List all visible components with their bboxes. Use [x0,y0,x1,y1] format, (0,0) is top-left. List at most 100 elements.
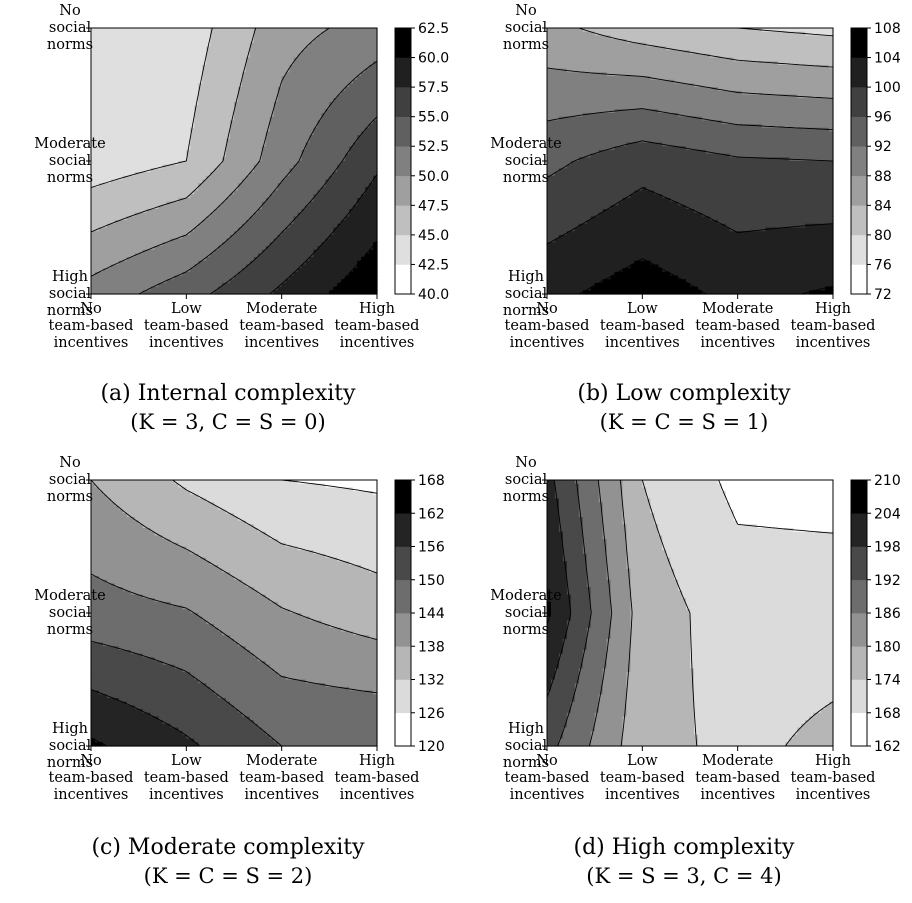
contour-cell [277,186,283,192]
contour-cell [345,31,350,36]
contour-cell [202,201,207,206]
contour-cell [245,61,251,66]
contour-cell [218,131,223,136]
contour-cell [98,164,104,169]
contour-cell [166,135,172,140]
contour-cell [257,253,263,258]
contour-cell [285,28,291,33]
contour-cell [162,157,168,162]
contour-cell [321,61,326,66]
contour-cell [269,28,275,33]
contour-cell [353,112,358,118]
contour-cell [301,257,307,262]
contour-cell [186,282,191,288]
contour-cell [277,234,283,240]
contour-cell [178,227,183,232]
contour-cell [190,161,195,166]
contour-cell [106,124,112,129]
contour-cell [345,64,350,70]
contour-cell [361,31,366,36]
contour-cell [333,205,338,210]
contour-cell [317,72,322,77]
contour-cell [146,268,152,273]
contour-cell [333,223,338,229]
contour-cell [329,209,334,214]
contour-cell [214,245,219,251]
contour-cell [230,157,235,162]
contour-cell [341,242,346,247]
contour-cell [110,87,116,92]
contour-cell [170,149,176,155]
contour-cell [162,212,168,218]
contour-cell [277,242,283,247]
contour-cell [357,46,362,51]
contour-cell [361,46,366,51]
contour-cell [126,35,132,40]
contour-cell [198,216,203,221]
contour-cell [182,271,187,277]
contour-cell [142,201,148,206]
contour-cell [277,168,283,173]
contour-cell [158,153,164,158]
contour-cell [126,268,132,273]
contour-cell [162,268,168,273]
contour-cell [154,216,160,221]
contour-cell [305,142,311,147]
contour-cell [106,242,112,247]
contour-cell [174,72,179,77]
contour-cell [305,83,311,88]
contour-cell [138,161,144,166]
contour-cell [333,197,338,203]
contour-cell [301,227,307,232]
contour-cell [202,72,207,77]
contour-cell [206,260,211,266]
contour-cell [369,183,374,188]
contour-cell [202,197,207,203]
contour-cell [198,135,203,140]
contour-cell [118,268,124,273]
contour-cell [214,131,219,136]
contour-cell [114,53,120,59]
contour-cell [365,253,370,258]
contour-cell [122,197,128,203]
contour-cell [122,57,128,62]
contour-cell [249,138,255,144]
contour-cell [170,87,176,92]
contour-cell [91,227,96,232]
contour-cell [349,42,354,48]
contour-cell [178,260,183,266]
contour-cell [253,68,259,73]
contour-cell [222,249,227,254]
contour-cell [190,164,195,169]
contour-cell [166,164,172,169]
contour-cell [257,83,263,88]
contour-cell [110,220,116,225]
contour-cell [202,183,207,188]
contour-cell [126,186,132,192]
contour-cell [170,53,176,59]
contour-cell [182,264,187,269]
contour-cell [198,168,203,173]
contour-cell [325,253,330,258]
contour-cell [230,42,235,48]
contour-cell [237,242,243,247]
contour-cell [257,209,263,214]
contour-cell [361,209,366,214]
contour-cell [317,64,322,70]
contour-cell [333,242,338,247]
contour-cell [325,57,330,62]
contour-cell [273,135,279,140]
contour-cell [130,275,136,280]
contour-cell [230,79,235,85]
contour-cell [349,209,354,214]
contour-cell [202,127,207,133]
contour-cell [313,87,319,92]
contour-cell [281,253,287,258]
contour-cell [249,57,255,62]
contour-cell [365,257,370,262]
contour-cell [261,109,267,114]
contour-cell [186,216,191,221]
contour-cell [297,227,303,232]
contour-cell [321,127,326,133]
contour-cell [309,124,315,129]
